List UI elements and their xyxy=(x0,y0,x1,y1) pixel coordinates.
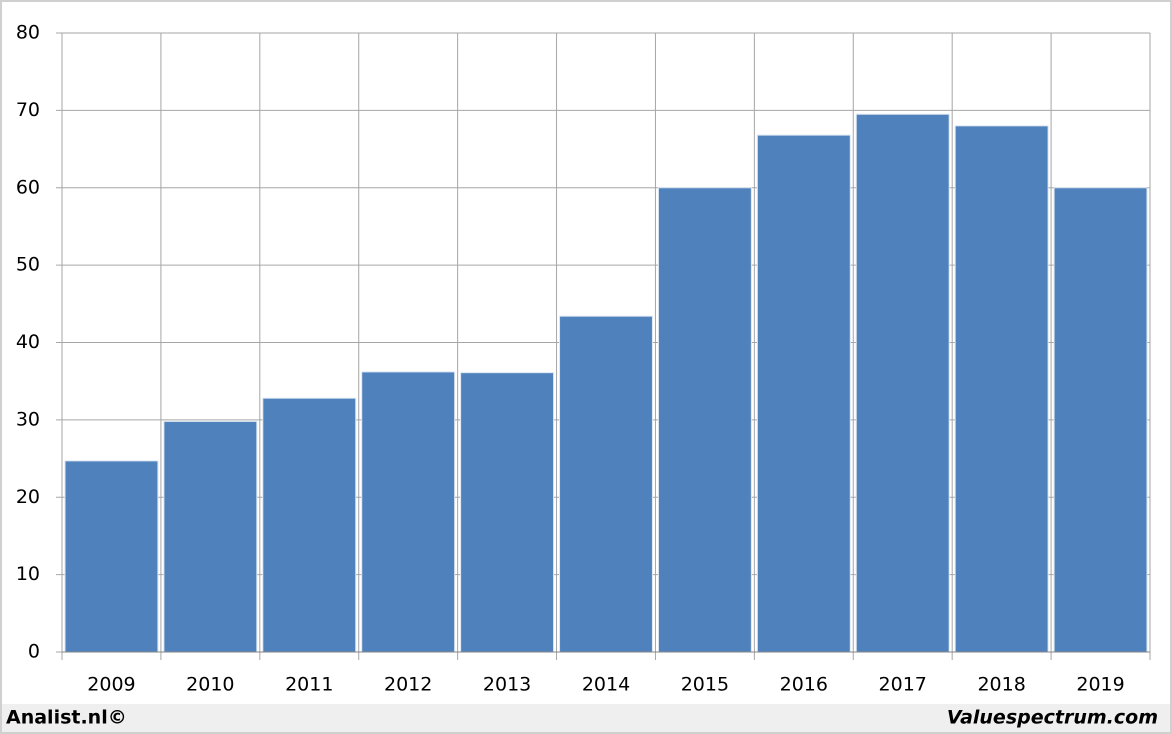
y-tick-label: 60 xyxy=(16,176,40,198)
x-tick-label: 2017 xyxy=(879,674,927,696)
y-tick-label: 80 xyxy=(16,22,40,44)
bar xyxy=(855,113,950,653)
bar xyxy=(64,460,159,653)
y-tick-label: 70 xyxy=(16,99,40,121)
x-tick-label: 2016 xyxy=(780,674,828,696)
y-tick-label: 10 xyxy=(16,563,40,585)
bar xyxy=(262,397,357,653)
bar xyxy=(756,134,851,653)
x-tick-label: 2015 xyxy=(681,674,729,696)
bar xyxy=(460,372,555,653)
bar xyxy=(954,125,1049,653)
x-tick-label: 2009 xyxy=(87,674,135,696)
bar xyxy=(657,187,752,653)
y-tick-label: 30 xyxy=(16,408,40,430)
footer-band xyxy=(2,704,1170,732)
x-tick-label: 2010 xyxy=(186,674,234,696)
y-tick-label: 40 xyxy=(16,331,40,353)
bar xyxy=(559,315,653,653)
x-tick-label: 2012 xyxy=(384,674,432,696)
bar xyxy=(163,420,258,653)
x-tick-label: 2019 xyxy=(1076,674,1124,696)
y-tick-label: 50 xyxy=(16,254,40,276)
y-tick-label: 0 xyxy=(28,641,40,663)
x-tick-label: 2013 xyxy=(483,674,531,696)
x-tick-label: 2011 xyxy=(285,674,333,696)
bar xyxy=(1053,187,1148,653)
footer-left: Analist.nl© xyxy=(6,707,127,729)
footer-right: Valuespectrum.com xyxy=(947,707,1158,729)
x-tick-label: 2014 xyxy=(582,674,630,696)
x-tick-label: 2018 xyxy=(977,674,1025,696)
bar xyxy=(361,371,456,653)
y-tick-label: 20 xyxy=(16,486,40,508)
